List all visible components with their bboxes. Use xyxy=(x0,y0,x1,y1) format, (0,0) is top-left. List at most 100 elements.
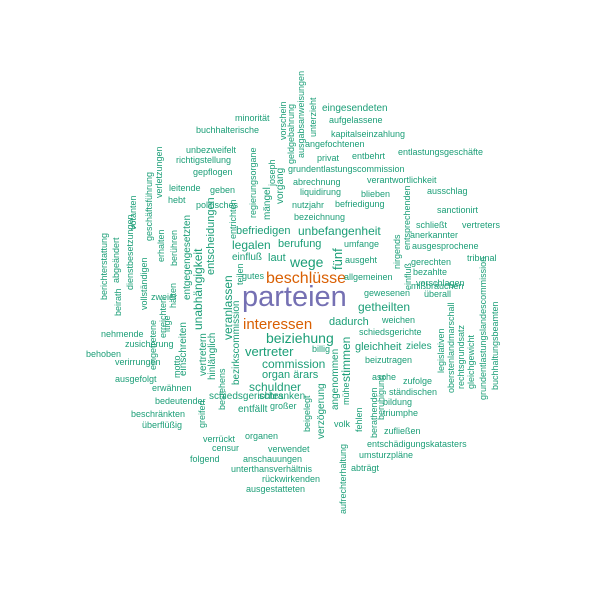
word: organen xyxy=(245,431,279,441)
word: ausgefolgt xyxy=(115,374,157,384)
word: tribunal xyxy=(467,253,497,263)
word: billig xyxy=(312,344,331,354)
word: asche xyxy=(372,372,397,382)
word: unbezweifelt xyxy=(186,145,237,155)
word: liquidirung xyxy=(300,187,342,197)
word: erwähnen xyxy=(152,383,192,393)
word: angefochtenen xyxy=(305,139,365,149)
word: unterzieht xyxy=(308,97,318,137)
word: getheilten xyxy=(358,300,411,314)
word: ausschlag xyxy=(427,186,468,196)
word: minorität xyxy=(235,113,270,123)
word: entschädigungskatasters xyxy=(367,439,467,449)
word: eingesendeten xyxy=(322,103,388,114)
word: vollständigen xyxy=(139,257,149,310)
word: beiziehung xyxy=(266,330,334,346)
word: abrechnung xyxy=(293,177,341,187)
word: leitende xyxy=(169,183,201,193)
word: zusicherung xyxy=(125,339,174,349)
word: dienstbesetzungen xyxy=(125,214,135,290)
word: entlastungsgeschäfte xyxy=(398,147,484,157)
word: gepflogen xyxy=(193,167,233,177)
word: berühren xyxy=(169,229,179,266)
word: beigelegt xyxy=(302,395,312,432)
word: itige xyxy=(162,315,172,332)
word: beschlüsse xyxy=(266,270,347,287)
word: rechtsgrundsatz xyxy=(456,324,466,389)
word: aufrechterhaltung xyxy=(338,443,348,514)
word: schiedsgerichte xyxy=(359,327,422,337)
word: privat xyxy=(317,153,340,163)
word: zieles xyxy=(406,341,432,352)
word: überflüßig xyxy=(142,420,183,430)
word: schranken xyxy=(259,391,306,402)
word: schiedsgerichtes xyxy=(209,391,284,402)
word: verzögerung xyxy=(316,383,327,439)
word: gleichgewicht xyxy=(466,334,476,389)
word: hebt xyxy=(168,195,186,205)
word: bedeutender xyxy=(155,396,206,406)
word: entrichten xyxy=(228,199,238,239)
word: beschränkten xyxy=(131,409,186,419)
word: anerkannter xyxy=(410,230,459,240)
word: gleichheit xyxy=(355,341,402,353)
word: wege xyxy=(290,254,324,270)
word: geben xyxy=(210,185,236,195)
word: behoben xyxy=(86,349,122,359)
word: sanctionirt xyxy=(437,205,479,215)
word: vorschlagen xyxy=(416,278,465,288)
word: motto xyxy=(172,355,182,378)
word: umsturzpläne xyxy=(359,450,414,460)
word: ausgeht xyxy=(345,255,378,265)
word: zufließen xyxy=(384,426,421,436)
word: verirrungen xyxy=(115,357,161,367)
word: beruhigung xyxy=(376,374,386,420)
word: abträgt xyxy=(351,463,380,473)
word: befriedigung xyxy=(335,199,385,209)
word: bezeichnung xyxy=(294,212,346,222)
word: vorschein xyxy=(278,101,288,140)
word: stimmen xyxy=(339,336,353,382)
word: anschauungen xyxy=(243,454,303,464)
word: vorgang xyxy=(275,167,286,204)
word: geldgebahrung xyxy=(286,103,296,164)
word: aufgelassene xyxy=(329,115,383,125)
word: berichterstattung xyxy=(99,232,109,300)
word: greifen xyxy=(197,400,207,428)
word: einfluß xyxy=(403,262,413,290)
word: erhalten xyxy=(156,229,166,262)
word: buchhaltungsbeamten xyxy=(490,301,500,390)
word: verwendet xyxy=(268,444,310,454)
word: bestehens xyxy=(217,368,227,410)
word: zufolge xyxy=(403,376,433,386)
word: entfällt xyxy=(238,404,268,415)
word: verrückt xyxy=(203,434,236,444)
word: ausgesprochene xyxy=(412,241,479,251)
word: geschäftsführung xyxy=(144,171,154,241)
word: einfluß xyxy=(232,252,263,263)
word: politisches xyxy=(196,200,239,210)
word: parteien xyxy=(242,281,347,313)
word: fünf xyxy=(330,248,345,270)
word: unabhängigkeit xyxy=(191,248,205,330)
word: großer xyxy=(270,401,297,411)
word: volk xyxy=(334,419,351,429)
word: grundentlastungslandescommission xyxy=(478,256,488,400)
word: schuldner xyxy=(249,380,302,394)
word: hätten xyxy=(168,282,178,308)
word: angenommen xyxy=(330,348,341,410)
word: laut xyxy=(268,252,286,264)
word: regierungsorgane xyxy=(248,147,258,218)
word: interessen xyxy=(243,316,313,333)
word: überall xyxy=(424,289,452,299)
word: dadurch xyxy=(329,316,369,328)
word: commission xyxy=(262,357,326,371)
word: verantwortlichkeit xyxy=(367,175,437,185)
word: entgegengesetzten xyxy=(182,214,193,300)
word: beirath xyxy=(113,288,123,316)
word: gewesenen xyxy=(364,288,411,298)
word: unbefangenheit xyxy=(298,224,381,238)
word: abgeändert xyxy=(111,237,121,283)
word: bezahlte xyxy=(413,267,448,277)
word: nirgends xyxy=(392,234,402,269)
